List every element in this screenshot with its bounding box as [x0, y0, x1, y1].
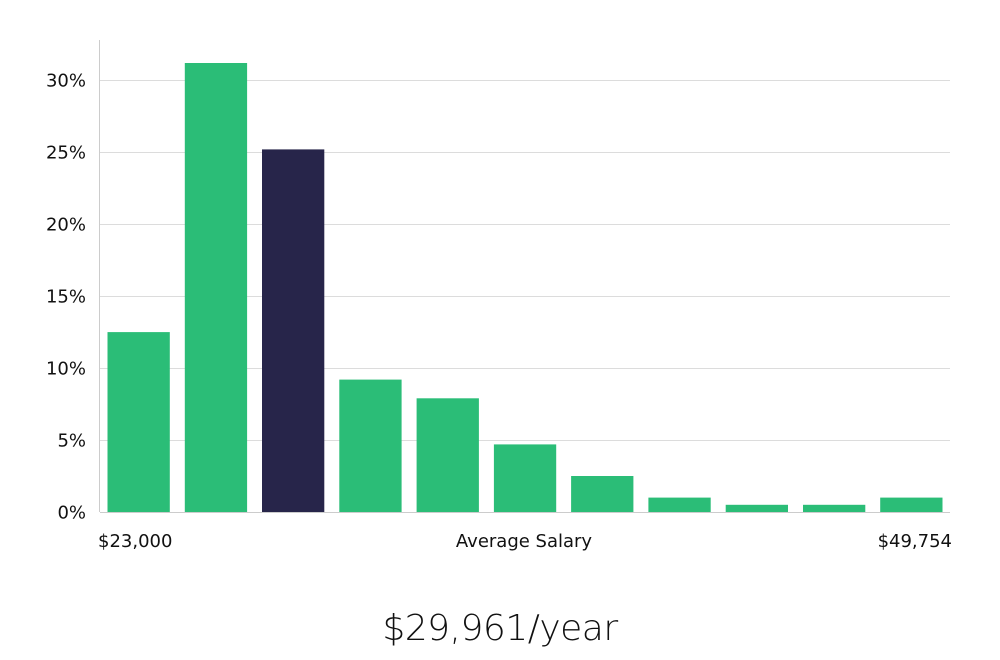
bar — [339, 379, 402, 512]
y-tick-label: 10% — [46, 359, 86, 380]
bar — [493, 444, 557, 512]
bars — [107, 63, 943, 512]
bar — [648, 497, 711, 512]
y-tick-label: 20% — [46, 215, 86, 236]
x-axis-title: Average Salary — [456, 531, 593, 552]
bar — [416, 398, 479, 512]
y-axis-ticks: 0% 5% 10% 15% 20% 25% 30% — [46, 71, 86, 524]
x-max-label: $49,754 — [878, 531, 952, 552]
y-tick-label: 30% — [46, 71, 86, 92]
y-tick-label: 5% — [57, 431, 86, 452]
y-tick-label: 25% — [46, 143, 86, 164]
bar — [725, 504, 788, 512]
bar — [880, 497, 943, 512]
bar — [571, 476, 634, 512]
y-tick-label: 15% — [46, 287, 86, 308]
y-tick-label: 0% — [57, 503, 86, 524]
bar — [803, 504, 866, 512]
bar — [107, 332, 170, 512]
bar — [184, 63, 248, 512]
x-min-label: $23,000 — [98, 531, 172, 552]
average-salary-value: $29,961/year — [382, 608, 618, 649]
salary-histogram: 0% 5% 10% 15% 20% 25% 30% $23,000 Average Sala… — [46, 40, 952, 552]
bar-highlighted — [262, 149, 325, 512]
